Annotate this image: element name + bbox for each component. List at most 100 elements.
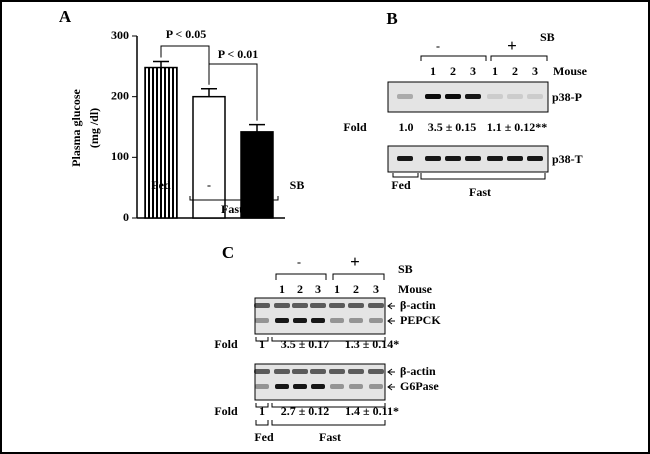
band bbox=[397, 156, 413, 161]
group-label: Fast bbox=[469, 185, 491, 199]
mouse-number: 1 bbox=[334, 282, 340, 296]
bracket bbox=[392, 173, 419, 178]
fold-label: Fold bbox=[214, 337, 238, 351]
band bbox=[255, 384, 269, 389]
mouse-number: 2 bbox=[353, 282, 359, 296]
bar bbox=[192, 95, 226, 219]
band bbox=[254, 303, 270, 308]
treatment-level: + bbox=[507, 36, 517, 55]
band bbox=[274, 369, 290, 374]
band bbox=[292, 303, 308, 308]
band bbox=[329, 303, 345, 308]
bracket bbox=[255, 403, 269, 408]
band bbox=[275, 384, 289, 389]
band bbox=[311, 384, 325, 389]
band bbox=[527, 94, 543, 99]
group-label: Fed bbox=[391, 178, 411, 192]
blot-label: β-actin bbox=[400, 298, 436, 312]
band bbox=[425, 156, 441, 161]
band bbox=[507, 156, 523, 161]
group-label: Fed bbox=[254, 430, 274, 444]
mouse-number: 2 bbox=[450, 64, 456, 78]
mouse-number: 3 bbox=[470, 64, 476, 78]
mouse-number: 2 bbox=[512, 64, 518, 78]
band bbox=[275, 318, 289, 323]
band bbox=[254, 369, 270, 374]
x-tick-label: + bbox=[263, 178, 270, 192]
fold-label: Fold bbox=[214, 404, 238, 418]
mouse-number: 1 bbox=[430, 64, 436, 78]
fold-value: 3.5 ± 0.15 bbox=[428, 120, 477, 134]
panel-label: A bbox=[59, 7, 72, 26]
blot-label: G6Pase bbox=[400, 379, 439, 393]
treatment-label: SB bbox=[398, 262, 413, 276]
band bbox=[465, 156, 481, 161]
band bbox=[507, 94, 523, 99]
group-label: Fast bbox=[319, 430, 341, 444]
band bbox=[330, 318, 344, 323]
fold-value: 1.0 bbox=[399, 120, 414, 134]
mouse-number: 2 bbox=[297, 282, 303, 296]
fold-value: 1.4 ± 0.11* bbox=[345, 404, 399, 418]
band bbox=[311, 318, 325, 323]
band bbox=[274, 303, 290, 308]
band bbox=[445, 156, 461, 161]
bracket bbox=[420, 173, 546, 180]
x-tick-label: - bbox=[207, 178, 211, 192]
band bbox=[348, 369, 364, 374]
band bbox=[330, 384, 344, 389]
fold-value: 3.5 ± 0.17 bbox=[281, 337, 330, 351]
bracket bbox=[420, 55, 487, 61]
band bbox=[368, 369, 384, 374]
treatment-level: + bbox=[350, 252, 360, 271]
error-bar bbox=[153, 60, 169, 68]
fold-value: 1.3 ± 0.14* bbox=[345, 337, 400, 351]
arrow bbox=[387, 368, 395, 376]
mouse-number: 1 bbox=[492, 64, 498, 78]
arrow bbox=[387, 383, 395, 391]
band bbox=[310, 303, 326, 308]
y-tick-label: 100 bbox=[111, 149, 129, 163]
band bbox=[348, 303, 364, 308]
band bbox=[329, 369, 345, 374]
bar bbox=[240, 131, 274, 219]
band bbox=[349, 384, 363, 389]
mouse-label: Mouse bbox=[553, 64, 588, 78]
y-axis-label: (mg /dl) bbox=[87, 108, 101, 148]
bracket bbox=[275, 273, 327, 280]
treatment-label: SB bbox=[290, 178, 305, 192]
error-bar bbox=[249, 123, 265, 132]
mouse-number: 3 bbox=[373, 282, 379, 296]
band bbox=[368, 303, 384, 308]
band bbox=[397, 94, 413, 99]
panel-label: C bbox=[222, 243, 234, 262]
bracket bbox=[271, 337, 386, 342]
band bbox=[349, 318, 363, 323]
band bbox=[527, 156, 543, 161]
group-bracket bbox=[189, 196, 279, 201]
blot-label: p38-P bbox=[552, 90, 582, 104]
mouse-number: 3 bbox=[532, 64, 538, 78]
band bbox=[487, 94, 503, 99]
fold-value: 1 bbox=[259, 404, 265, 418]
bracket bbox=[255, 420, 269, 426]
x-tick-label: Fed bbox=[151, 178, 171, 192]
bracket bbox=[490, 55, 548, 61]
blot-label: β-actin bbox=[400, 364, 436, 378]
treatment-level: - bbox=[436, 39, 440, 53]
fold-value: 1.1 ± 0.12** bbox=[487, 120, 548, 134]
bracket bbox=[255, 337, 269, 342]
bracket bbox=[271, 420, 386, 426]
y-tick-label: 200 bbox=[111, 88, 129, 102]
band bbox=[465, 94, 481, 99]
band bbox=[255, 318, 269, 323]
band bbox=[310, 369, 326, 374]
y-tick-label: 300 bbox=[111, 28, 129, 42]
fold-label: Fold bbox=[343, 120, 367, 134]
y-tick-label: 0 bbox=[123, 210, 129, 224]
fold-value: 1 bbox=[259, 337, 265, 351]
band bbox=[292, 369, 308, 374]
band bbox=[369, 384, 383, 389]
blot-label: p38-T bbox=[552, 152, 583, 166]
